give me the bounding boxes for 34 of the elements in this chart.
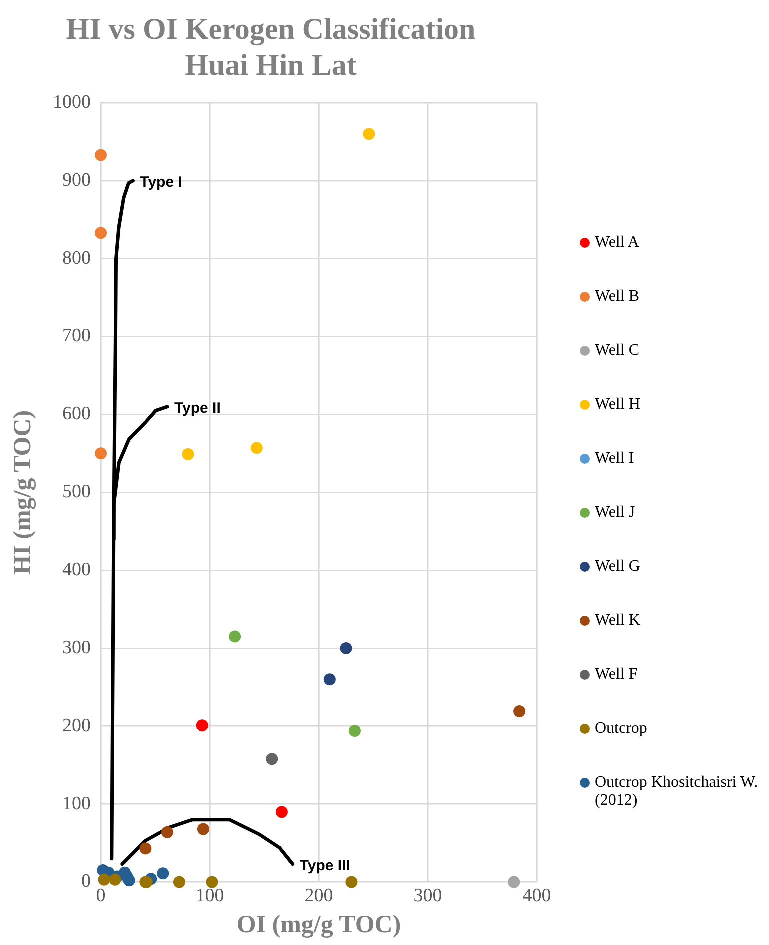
legend-label: Well C xyxy=(595,342,640,360)
y-tick-label: 400 xyxy=(62,560,91,581)
y-tick-label: 600 xyxy=(62,404,91,425)
y-tick-label: 100 xyxy=(62,793,91,814)
chart-title: HI vs OI Kerogen Classification xyxy=(66,12,476,46)
legend-label: Well F xyxy=(595,666,638,684)
x-tick-label: 200 xyxy=(304,886,334,907)
y-tick-label: 0 xyxy=(82,871,91,892)
legend-label: Outcrop xyxy=(595,720,648,738)
legend-label: Well A xyxy=(595,234,640,252)
x-tick-label: 300 xyxy=(414,886,442,907)
legend-label: Well G xyxy=(595,558,640,576)
y-axis-title: HI (mg/g TOC) xyxy=(9,410,36,575)
series-label: Type II xyxy=(174,400,221,418)
series-label: Type III xyxy=(300,857,350,874)
series-label: Type I xyxy=(140,174,182,192)
y-tick-label: 800 xyxy=(62,248,91,269)
legend-label: Well K xyxy=(595,612,640,630)
y-tick-label: 1000 xyxy=(53,92,91,113)
y-tick-label: 500 xyxy=(62,482,91,503)
y-tick-label: 200 xyxy=(62,715,91,736)
x-tick-label: 400 xyxy=(522,886,552,907)
legend-label: Well B xyxy=(595,288,640,306)
y-tick-label: 700 xyxy=(62,326,91,347)
x-tick-label: 100 xyxy=(196,886,224,907)
legend-label: Well J xyxy=(595,504,636,522)
legend-label: Well I xyxy=(595,450,634,468)
x-tick-label: 0 xyxy=(96,886,106,907)
y-tick-label: 300 xyxy=(62,637,91,658)
chart-subtitle: Huai Hin Lat xyxy=(185,48,357,82)
x-axis-title: OI (mg/g TOC) xyxy=(236,911,402,938)
y-tick-label: 900 xyxy=(62,170,91,191)
legend-label: Outcrop Khositchaisri W.(2012) xyxy=(595,774,760,810)
legend-label: Well H xyxy=(595,396,640,414)
